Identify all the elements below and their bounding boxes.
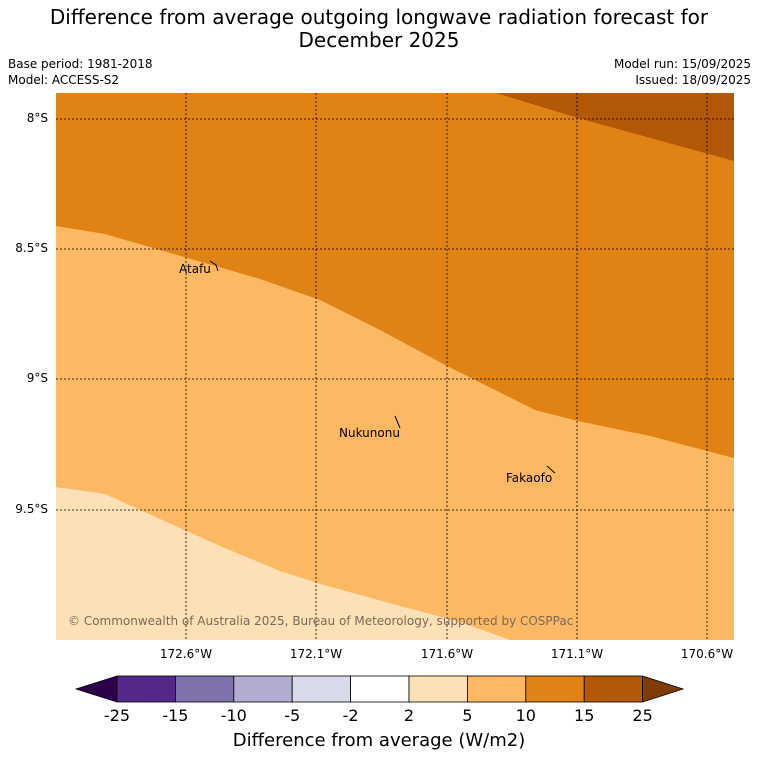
place-label-atafu: Atafu: [179, 262, 211, 276]
model-name: Model: ACCESS-S2: [8, 73, 120, 87]
issued-date: Issued: 18/09/2025: [635, 73, 751, 87]
colorbar-tick-1: -15: [162, 706, 189, 725]
colorbar-extend-high: [642, 675, 685, 703]
colorbar-tick-6: 5: [462, 706, 473, 725]
colorbar-tick-9: 25: [632, 706, 653, 725]
gridlines: [56, 93, 734, 640]
region-2-to-5: [56, 487, 510, 640]
base-period: Base period: 1981-2018: [8, 57, 153, 71]
colorbar-bin-7: [466, 675, 527, 703]
lat-label-8: 8°S: [26, 111, 48, 125]
colorbar-tick-0: -25: [103, 706, 131, 725]
colorbar-tick-3: -5: [284, 706, 301, 725]
lat-label-8-5: 8.5°S: [15, 241, 48, 255]
colorbar-tick-7: 10: [515, 706, 536, 725]
colorbar-bin-1: [116, 675, 176, 703]
colorbar-tick-2: -10: [220, 706, 247, 725]
atoll-outlines: [209, 260, 556, 474]
lon-label-171-1: 171.1°W: [550, 647, 604, 661]
lat-label-9: 9°S: [26, 371, 48, 385]
colorbar-bin-4: [291, 675, 352, 703]
model-run: Model run: 15/09/2025: [613, 57, 751, 71]
colorbar-bin-2: [174, 675, 235, 703]
colorbar-bin-3: [233, 675, 293, 703]
colorbar-tick-4: -2: [342, 706, 359, 725]
colorbar-bin-5: [350, 675, 410, 703]
lon-label-172-6: 172.6°W: [159, 647, 213, 661]
colorbar: [74, 675, 685, 703]
colorbar-tick-8: 15: [574, 706, 595, 725]
lon-label-170-6: 170.6°W: [680, 647, 734, 661]
nukunonu-outline: [394, 415, 401, 429]
place-label-nukunonu: Nukunonu: [339, 426, 400, 440]
forecast-field: [56, 93, 734, 640]
page-title: Difference from average outgoing longwav…: [49, 5, 709, 52]
lon-label-171-6: 171.6°W: [420, 647, 474, 661]
place-label-fakaofo: Fakaofo: [506, 471, 553, 485]
colorbar-bin-6: [408, 675, 468, 703]
colorbar-label: Difference from average (W/m2): [232, 730, 526, 751]
colorbar-bin-8: [525, 675, 585, 703]
colorbar-tick-5: 2: [403, 706, 415, 725]
lon-label-172-1: 172.1°W: [289, 647, 343, 661]
meta-right: Model run: 15/09/2025 Issued: 18/09/2025: [614, 56, 751, 88]
meta-left: Base period: 1981-2018 Model: ACCESS-S2: [8, 56, 153, 88]
atafu-outline: [209, 260, 219, 272]
fakaofo-outline: [546, 465, 556, 474]
colorbar-bin-9: [583, 675, 644, 703]
copyright-notice: © Commonwealth of Australia 2025, Bureau…: [68, 614, 574, 628]
colorbar-extend-low: [74, 675, 118, 703]
region-5-to-10: [56, 226, 734, 640]
lat-label-9-5: 9.5°S: [15, 502, 48, 516]
region-15-to-25: [496, 93, 734, 161]
